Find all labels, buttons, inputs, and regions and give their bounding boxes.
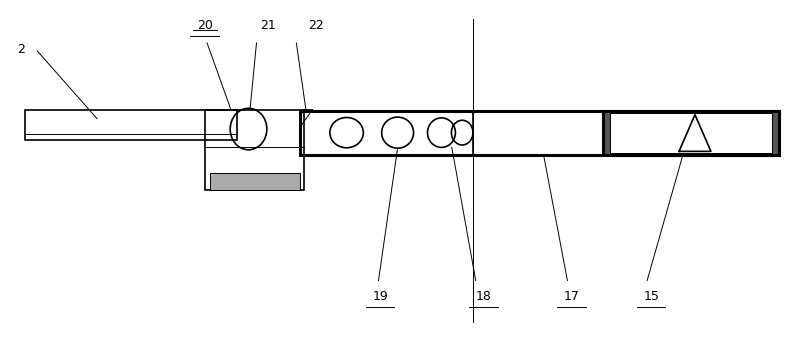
Text: 18: 18 xyxy=(476,290,492,303)
Bar xyxy=(300,111,778,154)
Text: 19: 19 xyxy=(372,290,388,303)
Bar xyxy=(210,173,299,190)
Bar xyxy=(26,110,237,140)
Bar xyxy=(205,110,304,190)
Text: 21: 21 xyxy=(261,19,276,32)
Bar xyxy=(603,111,778,154)
Text: 20: 20 xyxy=(197,19,213,32)
Bar xyxy=(610,113,771,153)
Text: 22: 22 xyxy=(309,19,324,32)
Text: 15: 15 xyxy=(643,290,659,303)
Text: 2: 2 xyxy=(18,43,26,56)
Text: 17: 17 xyxy=(563,290,579,303)
